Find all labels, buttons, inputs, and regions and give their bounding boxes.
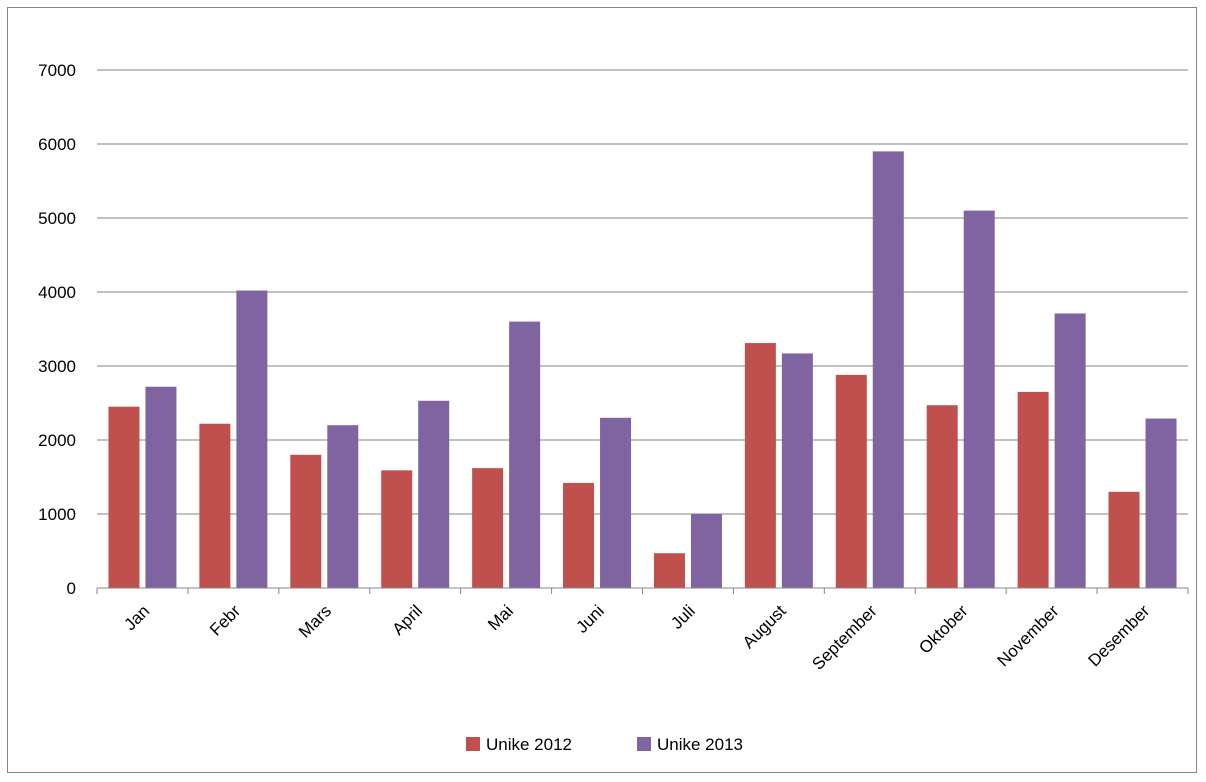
y-tick-label: 5000 [38, 209, 76, 228]
bar-unike-2012-september [835, 374, 867, 588]
bar-unike-2012-juli [653, 553, 685, 588]
x-tick-label: Oktober [915, 601, 971, 657]
bar-unike-2013-april [418, 400, 450, 588]
bar-unike-2012-april [381, 470, 413, 588]
x-tick-label: Juni [572, 601, 607, 636]
x-tick-label: November [994, 601, 1063, 670]
bar-unike-2013-oktober [963, 210, 995, 588]
bars [108, 151, 1177, 588]
y-tick-label: 3000 [38, 357, 76, 376]
x-tick-label: Juli [667, 601, 698, 632]
bar-unike-2013-febr [236, 290, 268, 588]
y-axis-tick-labels: 0 1000 2000 3000 4000 5000 6000 7000 [38, 61, 76, 598]
bar-unike-2012-jan [108, 406, 140, 588]
chart-frame [7, 7, 1197, 773]
legend: Unike 2012 Unike 2013 [466, 735, 743, 754]
y-tick-label: 0 [67, 579, 76, 598]
y-tick-label: 4000 [38, 283, 76, 302]
bar-unike-2012-mai [472, 468, 504, 588]
bar-unike-2013-jan [145, 386, 177, 588]
bar-unike-2012-febr [199, 423, 231, 588]
bar-unike-2013-mai [509, 321, 541, 588]
legend-label: Unike 2013 [657, 735, 743, 754]
x-tick-label: Jan [120, 601, 153, 634]
bar-unike-2012-august [744, 343, 776, 588]
bar-unike-2012-juni [563, 482, 595, 588]
x-tick-label: April [389, 601, 426, 638]
bar-unike-2012-oktober [926, 405, 958, 588]
x-axis [96, 587, 1189, 594]
legend-swatch [466, 737, 480, 751]
x-tick-label: August [739, 601, 790, 652]
y-tick-label: 7000 [38, 61, 76, 80]
bar-unike-2012-november [1017, 391, 1049, 588]
y-tick-label: 6000 [38, 135, 76, 154]
bar-unike-2012-desember [1108, 491, 1140, 588]
legend-label: Unike 2012 [486, 735, 572, 754]
legend-swatch [637, 737, 651, 751]
bar-unike-2013-september [872, 151, 904, 588]
bar-unike-2013-november [1054, 313, 1086, 588]
x-axis-tick-labels: Jan Febr Mars April Mai Juni Juli August Septemb… [120, 601, 1153, 673]
x-tick-label: Mars [295, 601, 335, 641]
bar-unike-2013-juni [600, 417, 632, 588]
gridlines [97, 69, 1188, 515]
bar-unike-2013-mars [327, 425, 359, 588]
x-tick-label: Desember [1084, 601, 1153, 670]
bar-unike-2013-august [781, 353, 813, 588]
y-tick-label: 1000 [38, 505, 76, 524]
bar-unike-2012-mars [290, 454, 322, 588]
bar-unike-2013-juli [690, 514, 722, 588]
x-tick-label: September [808, 601, 880, 673]
x-tick-label: Febr [206, 601, 244, 639]
x-tick-label: Mai [484, 601, 517, 634]
y-tick-label: 2000 [38, 431, 76, 450]
bar-unike-2013-desember [1145, 418, 1177, 588]
